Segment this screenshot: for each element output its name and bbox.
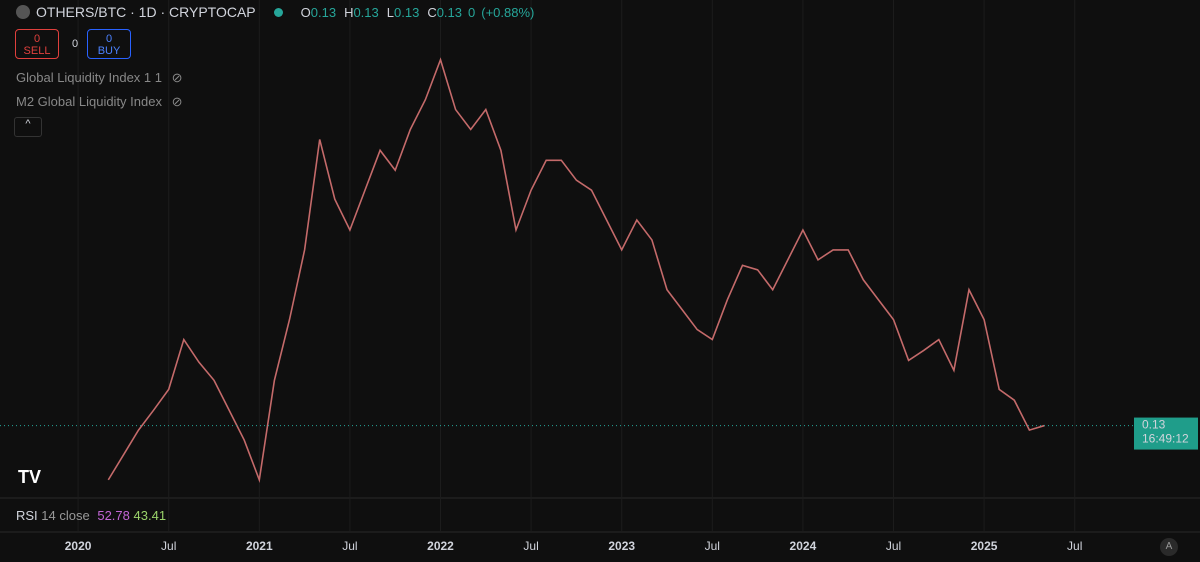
buy-label: BUY [97,45,121,57]
change: 0 [468,4,476,20]
countdown: 16:49:12 [1142,432,1189,446]
change-pct: (+0.88%) [481,4,535,20]
indicator[interactable]: M2 Global Liquidity Index ⊘ [16,94,183,109]
header: OTHERS/BTC · 1D · CRYPTOCAP O0.13 H0.13 L0… [16,4,534,20]
sell-price: 0 [33,33,41,45]
x-tick-label: 2025 [971,539,998,553]
indicator-name: Global Liquidity Index 1 1 [16,70,162,85]
ohlc: O0.13 H0.13 L0.13 C0.13 [301,5,462,20]
buy-price: 0 [105,33,113,45]
indicator[interactable]: Global Liquidity Index 1 1 ⊘ [16,70,183,85]
buy-button[interactable]: 0 BUY [87,29,131,59]
x-tick-label: 2022 [427,539,454,553]
price-tag [1134,417,1198,450]
x-tick-label: 2024 [790,539,817,553]
rsi-value: 43.41 [133,508,167,523]
rsi-params: 14 close [41,508,90,523]
x-tick-label: 2020 [65,539,92,553]
rsi-value: 52.78 [97,508,130,523]
x-tick-label: Jul [342,539,357,553]
logo: TV [18,467,42,487]
sell-label: SELL [23,45,51,57]
x-tick-label: Jul [523,539,538,553]
sell-button[interactable]: 0 SELL [15,29,59,59]
indicator-name: M2 Global Liquidity Index [16,94,162,109]
ohlc-value: 0.13 [394,4,420,20]
ohlc-value: 0.13 [436,4,463,20]
x-tick-label: Jul [161,539,176,553]
x-tick-label: Jul [705,539,720,553]
symbol-icon [16,5,30,19]
rsi-legend: RSI 14 close 52.78 43.41 [16,508,166,523]
x-tick-label: 2021 [246,539,273,553]
x-tick-label: 2023 [608,539,635,553]
price-tag-value: 0.13 [1142,418,1166,432]
spread: 0 [72,38,79,50]
ohlc-label: O [300,4,311,20]
x-tick-label: Jul [1067,539,1082,553]
price-line [107,57,1045,484]
x-tick-label: Jul [886,539,901,553]
rsi-name: RSI [16,508,38,523]
ohlc-value: 0.13 [353,4,379,20]
status-dot [273,7,283,17]
ohlc-label: H [344,4,354,20]
collapse-button[interactable]: ^ [14,117,42,137]
auto-scale-button[interactable]: A [1160,538,1178,556]
ohlc-label: C [427,4,437,20]
symbol[interactable]: OTHERS/BTC · 1D · CRYPTOCAP [36,4,256,20]
ohlc-value: 0.13 [310,4,337,20]
ohlc-label: L [386,4,394,20]
